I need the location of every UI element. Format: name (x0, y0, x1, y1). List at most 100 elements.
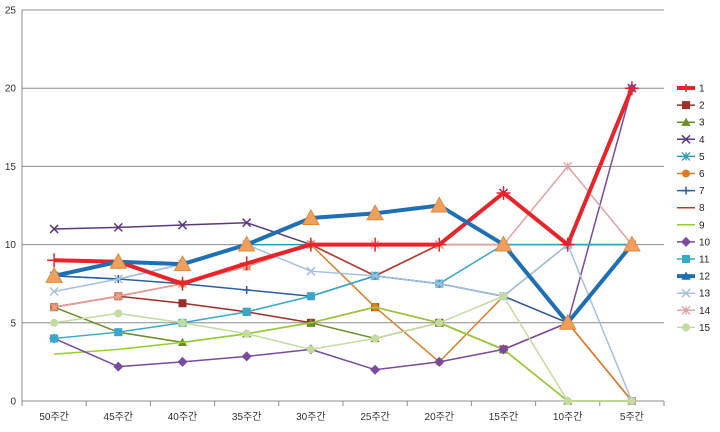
data-point (113, 361, 124, 372)
data-point (370, 364, 381, 375)
legend-marker (681, 288, 691, 298)
x-tick-label: 40주간 (168, 411, 198, 423)
series-1 (47, 81, 639, 291)
data-point (177, 220, 188, 230)
legend-marker (682, 186, 690, 195)
y-tick-label: 25 (5, 6, 17, 17)
legend-item-7: 7 (677, 186, 705, 197)
data-point (430, 196, 449, 213)
data-point (624, 81, 639, 96)
data-point (306, 345, 315, 354)
data-point (113, 222, 123, 232)
series-line (54, 244, 633, 324)
data-point (370, 271, 380, 281)
legend-marker (681, 271, 691, 280)
data-point (242, 218, 252, 228)
legend-marker (682, 323, 690, 332)
x-axis: 50주간 45주간 40주간 35주간 30주간 25주간 20주간 15주간 10주간 5주간 (21, 400, 665, 423)
legend-item-3: 3 (677, 117, 705, 129)
x-tick-label: 50주간 (39, 411, 69, 423)
legend-label: 7 (699, 186, 705, 197)
data-point (113, 291, 123, 301)
data-point (303, 237, 318, 252)
data-point (173, 255, 192, 272)
legend-item-8: 8 (677, 203, 705, 214)
legend-marker (682, 101, 690, 110)
data-point (435, 318, 444, 327)
data-point (175, 276, 190, 291)
series-3 (49, 302, 637, 405)
data-point (494, 235, 513, 252)
legend-item-10: 10 (677, 236, 711, 248)
legend-item-9: 9 (677, 220, 705, 231)
data-point (434, 279, 444, 289)
series-line (53, 203, 634, 325)
legend-marker (681, 117, 691, 126)
series-7 (50, 240, 636, 327)
data-point (499, 292, 508, 301)
data-point (45, 266, 63, 283)
data-point (432, 237, 447, 252)
legend-item-1: 1 (677, 84, 705, 95)
legend-marker (681, 151, 691, 161)
legend-marker (682, 84, 690, 92)
data-point (563, 161, 573, 171)
legend-marker (681, 134, 691, 144)
y-tick-label: 0 (10, 397, 16, 408)
data-point (366, 204, 384, 221)
series-15 (50, 292, 636, 405)
legend-item-15: 15 (677, 323, 711, 334)
data-point (178, 318, 187, 327)
y-tick-label: 20 (5, 84, 17, 95)
legend-label: 11 (699, 255, 710, 266)
data-point (434, 356, 445, 367)
series-11 (50, 240, 636, 343)
data-point (241, 351, 252, 362)
legend-label: 5 (699, 152, 705, 163)
x-tick-label: 10주간 (553, 411, 583, 423)
series-line (54, 87, 634, 286)
data-point (49, 224, 59, 234)
x-tick-label: 15주간 (489, 411, 519, 423)
legend-item-2: 2 (677, 101, 705, 112)
data-point (371, 334, 380, 343)
series-line (54, 306, 632, 402)
data-point (50, 334, 59, 343)
legend-label: 10 (699, 237, 711, 248)
legend-label: 9 (699, 220, 705, 231)
data-point (114, 328, 123, 337)
data-point (47, 253, 62, 268)
data-point (563, 397, 572, 405)
y-tick-label: 10 (5, 240, 17, 251)
data-point (177, 356, 188, 367)
x-tick-label: 35주간 (232, 411, 262, 423)
data-point (178, 299, 187, 308)
series-line (54, 243, 632, 340)
y-axis: 0 5 10 15 20 25 (5, 6, 23, 408)
data-point (242, 307, 251, 316)
data-point (306, 292, 315, 301)
legend-marker (682, 169, 690, 178)
legend-label: 8 (699, 203, 705, 214)
series-line (54, 87, 633, 277)
x-tick-label: 45주간 (104, 411, 134, 423)
data-point (109, 252, 128, 269)
data-point (49, 286, 59, 297)
series-lines (45, 81, 641, 406)
data-point (49, 302, 59, 312)
legend-label: 6 (699, 169, 705, 180)
legend-marker (682, 255, 690, 263)
legend-label: 12 (699, 272, 711, 283)
series-line (53, 295, 632, 402)
data-point (306, 266, 316, 276)
legend-label: 13 (699, 289, 711, 300)
legend-label: 2 (699, 101, 705, 112)
series-14 (49, 161, 637, 312)
legend-item-5: 5 (677, 152, 705, 163)
series-4 (49, 83, 637, 281)
data-point (558, 313, 577, 330)
series-line (53, 306, 632, 402)
legend-label: 15 (699, 323, 711, 334)
